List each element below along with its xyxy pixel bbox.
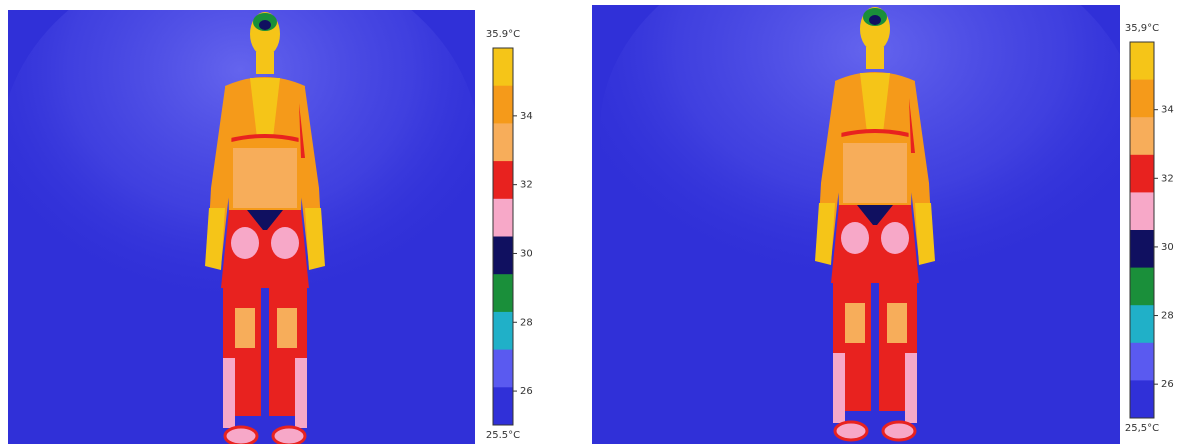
colorbar-band: [493, 349, 513, 388]
colorbar-band: [1130, 305, 1154, 344]
tick-label: 26: [520, 386, 533, 397]
colorbar-band: [1130, 117, 1154, 156]
colorbar-band: [1130, 380, 1154, 419]
colorbar-band: [493, 274, 513, 313]
thermal-image-right: [592, 5, 1120, 444]
scale-min-label: 25,5°C: [1125, 423, 1159, 434]
scale-max-label: 35.9°C: [486, 29, 520, 40]
colorbar-frame: [1129, 41, 1155, 419]
colorbar-band: [493, 123, 513, 162]
colorbar-band: [493, 311, 513, 351]
colorbar-band: [1130, 42, 1154, 81]
scale-max-label: 35,9°C: [1125, 23, 1159, 34]
colorbar-band: [493, 236, 513, 275]
colorbar-band: [1130, 79, 1154, 118]
colorbar-band: [1130, 230, 1154, 269]
tick-label: 30: [520, 248, 533, 259]
colorbar-band: [493, 198, 513, 237]
tick-label: 30: [1161, 242, 1174, 253]
colorbar-band: [493, 85, 513, 124]
tick-label: 28: [1161, 311, 1174, 322]
scale-min-label: 25.5°C: [486, 430, 520, 441]
colorbar-band: [1130, 154, 1154, 193]
colorbar-band: [1130, 342, 1154, 381]
tick-label: 34: [1161, 105, 1174, 116]
tick-label: 32: [1161, 173, 1174, 184]
colorbar-band: [493, 48, 513, 87]
colorbar-band: [1130, 192, 1154, 231]
tick-label: 28: [520, 317, 533, 328]
tick-label: 34: [520, 111, 533, 122]
thermal-image-left: [8, 10, 475, 444]
colorbar-band: [493, 161, 513, 200]
tick-label: 26: [1161, 379, 1174, 390]
colorbar-band: [1130, 267, 1154, 306]
tick-label: 32: [520, 180, 533, 191]
colorbar-band: [493, 387, 513, 426]
colorbar-frame: [492, 47, 514, 426]
